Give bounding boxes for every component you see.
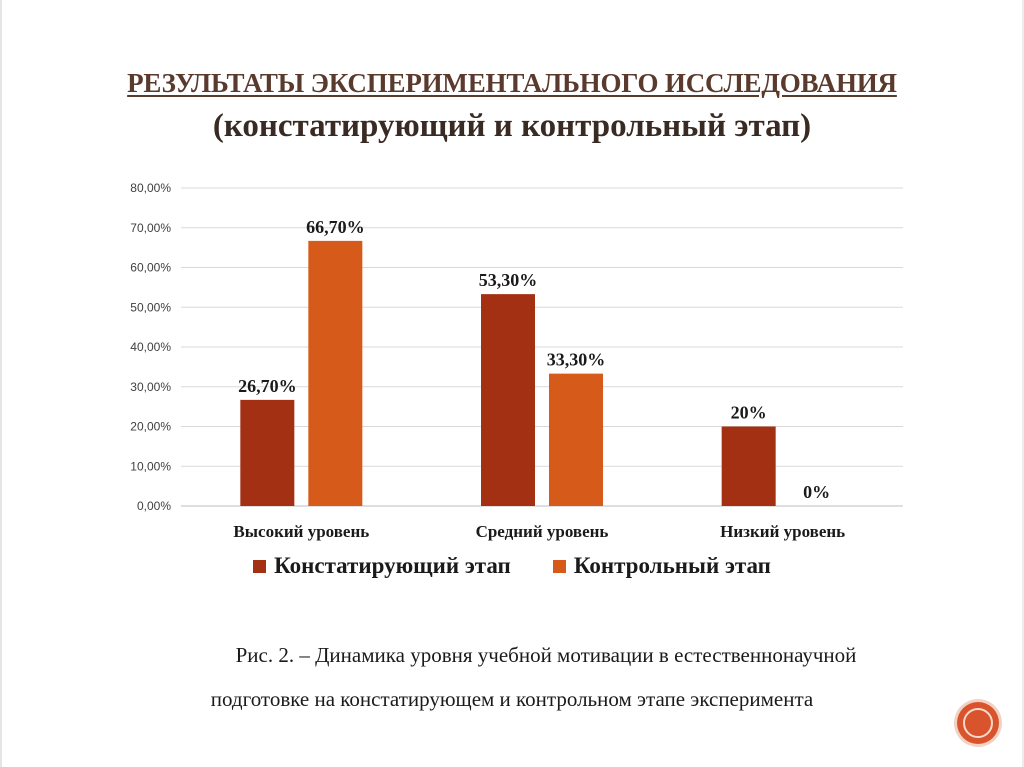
y-tick-label: 70,00%: [130, 221, 171, 235]
legend-label-stage1: Констатирующий этап: [274, 553, 511, 578]
data-label: 20%: [731, 403, 767, 423]
data-label: 53,30%: [479, 270, 538, 290]
x-tick-label: Высокий уровень: [233, 522, 369, 541]
logo-icon: [957, 702, 999, 744]
y-tick-label: 10,00%: [130, 459, 171, 473]
x-tick-label: Средний уровень: [476, 522, 609, 541]
y-tick-label: 50,00%: [130, 300, 171, 314]
bar: [549, 373, 603, 506]
slide-subtitle: (констатирующий и контрольный этап): [212, 108, 812, 144]
data-label: 66,70%: [306, 217, 365, 237]
figure-caption-line1: Рис. 2. – Динамика уровня учебной мотива…: [235, 643, 857, 667]
y-tick-label: 0,00%: [137, 499, 171, 513]
x-tick-label: Низкий уровень: [720, 522, 845, 541]
chart-legend: Констатирующий этап Контрольный этап: [0, 553, 1024, 579]
y-tick-label: 40,00%: [130, 340, 171, 354]
y-tick-label: 30,00%: [130, 380, 171, 394]
figure-caption-line2: подготовке на констатирующем и контрольн…: [210, 687, 814, 711]
legend-swatch-stage1: [253, 559, 267, 573]
bar: [240, 399, 295, 506]
legend-label-stage2: Контрольный этап: [573, 553, 771, 578]
bar: [308, 240, 363, 506]
legend-item-stage1: Констатирующий этап: [253, 553, 511, 579]
data-label: 33,30%: [547, 350, 606, 370]
y-tick-label: 20,00%: [130, 420, 171, 434]
bar: [721, 426, 776, 506]
data-label: 26,70%: [238, 376, 297, 396]
data-label: 0%: [803, 482, 830, 502]
bar: [481, 294, 535, 506]
y-tick-label: 60,00%: [130, 261, 171, 275]
legend-item-stage2: Контрольный этап: [552, 553, 771, 579]
legend-swatch-stage2: [552, 559, 566, 573]
y-tick-label: 80,00%: [130, 181, 171, 195]
slide-title: РЕЗУЛЬТАТЫ ЭКСПЕРИМЕНТАЛЬНОГО ИССЛЕДОВАН…: [127, 68, 897, 98]
